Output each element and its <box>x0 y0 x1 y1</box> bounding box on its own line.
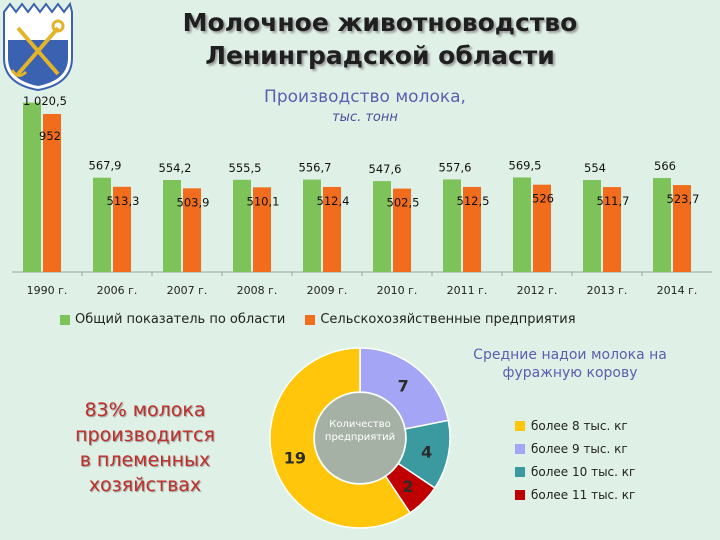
bar-agro <box>183 188 201 272</box>
bar-total <box>93 177 111 272</box>
data-label-agro: 512,5 <box>457 194 490 208</box>
bar-total <box>583 180 601 272</box>
page-title-line-2: Ленинградской области <box>205 41 555 70</box>
bar-agro <box>253 187 271 272</box>
coat-of-arms-logo <box>3 1 73 92</box>
x-tick-label: 2012 г. <box>517 284 558 297</box>
donut-slice-label: 4 <box>421 442 432 461</box>
bar-chart-title: Производство молока, <box>264 87 466 107</box>
donut-legend-item: более 10 тыс. кг <box>515 460 635 483</box>
bar-total <box>303 179 321 272</box>
bar-total <box>233 179 251 272</box>
data-label-total: 554 <box>584 161 606 175</box>
data-label-agro: 503,9 <box>177 195 210 209</box>
x-tick-label: 2009 г. <box>307 284 348 297</box>
x-tick-label: 2014 г. <box>657 284 698 297</box>
donut-legend: более 8 тыс. кг более 9 тыс. кг более 10… <box>515 414 635 506</box>
data-label-agro: 952 <box>39 129 61 143</box>
legend-item-total: Общий показатель по области <box>60 312 285 327</box>
donut-slice-label: 7 <box>398 376 409 395</box>
bar-total <box>513 177 531 272</box>
donut-center-label: Количество предприятий <box>324 419 396 443</box>
data-label-total: 557,6 <box>439 160 472 174</box>
donut-legend-label: более 11 тыс. кг <box>531 487 636 502</box>
donut-legend-swatch <box>515 443 525 454</box>
data-label-total: 566 <box>654 159 676 173</box>
data-label-total: 554,2 <box>159 161 192 175</box>
donut-hole <box>315 393 405 483</box>
legend-swatch-total <box>60 314 70 325</box>
donut-legend-item: более 11 тыс. кг <box>515 483 635 506</box>
callout-line-4: хозяйствах <box>88 474 202 496</box>
bar-chart-legend: Общий показатель по области Сельскохозяй… <box>60 312 680 327</box>
donut-slice <box>269 347 412 529</box>
page-title-line-1: Молочное животноводство <box>182 8 578 37</box>
data-label-agro: 513,3 <box>107 194 140 208</box>
x-tick-label: 2011 г. <box>447 284 488 297</box>
bar-total <box>443 179 461 272</box>
bar-total <box>373 181 391 272</box>
donut-legend-swatch <box>515 466 525 477</box>
page-title: Молочное животноводство Ленинградской об… <box>100 6 660 72</box>
data-label-total: 556,7 <box>299 161 332 175</box>
data-label-agro: 512,4 <box>317 194 350 208</box>
donut-chart-title: Средние надои молока на фуражную корову <box>473 347 667 381</box>
bar-agro <box>113 186 131 272</box>
farms-donut-chart: 7 42 19 <box>269 347 451 529</box>
x-tick-label: 2008 г. <box>237 284 278 297</box>
bar-total <box>653 178 671 272</box>
data-label-total: 567,9 <box>89 159 122 173</box>
data-label-total: 547,6 <box>369 162 402 176</box>
donut-legend-label: более 8 тыс. кг <box>531 418 628 433</box>
bar-agro <box>603 187 621 272</box>
donut-legend-swatch <box>515 489 525 500</box>
callout-line-2: производится <box>75 424 215 446</box>
data-label-agro: 502,5 <box>387 196 420 210</box>
data-label-total: 1 020,5 <box>23 94 67 108</box>
x-tick-label: 2007 г. <box>167 284 208 297</box>
legend-label-agro: Сельскохозяйственные предприятия <box>320 312 576 327</box>
data-label-agro: 510,1 <box>247 194 280 208</box>
donut-slice-label: 2 <box>403 477 414 496</box>
bar-agro <box>463 186 481 272</box>
donut-slice-label: 19 <box>284 449 306 468</box>
data-label-total: 555,5 <box>229 161 262 175</box>
bar-agro <box>673 185 691 272</box>
callout-line-1: 83% молока <box>84 399 206 421</box>
milk-production-bar-chart: 1990 г. 1 020,5 952 2006 г. 567,9 513,3 2007 г… <box>12 94 712 297</box>
x-tick-label: 1990 г. <box>27 284 68 297</box>
legend-item-agro: Сельскохозяйственные предприятия <box>305 312 576 327</box>
data-label-agro: 523,7 <box>667 192 700 206</box>
legend-label-total: Общий показатель по области <box>75 312 286 327</box>
legend-swatch-agro <box>305 314 316 325</box>
callout-line-3: в племенных <box>79 449 211 471</box>
data-label-agro: 511,7 <box>597 194 630 208</box>
x-tick-label: 2013 г. <box>587 284 628 297</box>
bar-agro <box>43 113 61 272</box>
data-label-total: 569,5 <box>509 158 542 172</box>
bar-total <box>23 102 41 272</box>
donut-legend-item: более 9 тыс. кг <box>515 437 635 460</box>
bar-agro <box>533 184 551 272</box>
data-label-agro: 526 <box>532 192 554 206</box>
bar-total <box>163 180 181 272</box>
donut-legend-label: более 10 тыс. кг <box>531 464 636 479</box>
x-tick-label: 2010 г. <box>377 284 418 297</box>
breeding-farms-callout: 83% молока производится в племенных хозя… <box>50 398 240 498</box>
bar-agro <box>323 186 341 272</box>
bar-chart-subtitle: тыс. тонн <box>332 110 398 125</box>
bar-agro <box>393 188 411 272</box>
donut-legend-item: более 8 тыс. кг <box>515 414 635 437</box>
donut-legend-label: более 9 тыс. кг <box>531 441 628 456</box>
x-tick-label: 2006 г. <box>97 284 138 297</box>
donut-legend-swatch <box>515 420 525 431</box>
